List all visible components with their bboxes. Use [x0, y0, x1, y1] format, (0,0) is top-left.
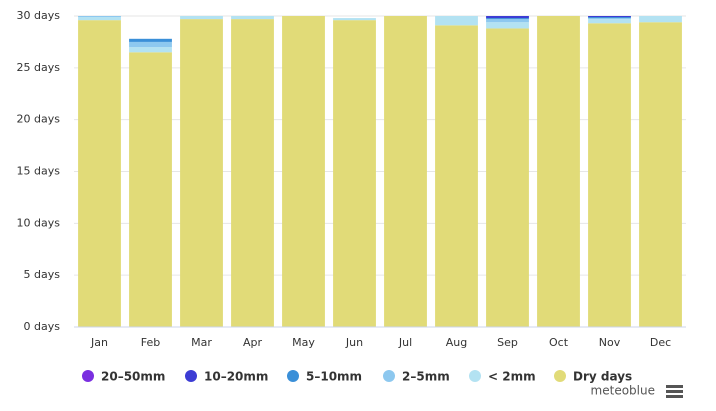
legend-marker[interactable]	[554, 370, 566, 382]
bar-segment	[639, 16, 682, 23]
menu-line	[666, 390, 683, 393]
bar-segment	[333, 18, 376, 21]
legend-marker[interactable]	[383, 370, 395, 382]
bar-segment	[588, 18, 631, 20]
y-tick-label: 20 days	[17, 113, 61, 126]
bar-segment	[384, 16, 427, 327]
bar-segment	[486, 16, 529, 19]
legend-marker[interactable]	[185, 370, 197, 382]
bar-segment	[129, 52, 172, 328]
bar-segment	[129, 47, 172, 53]
legend-label[interactable]: Dry days	[573, 370, 632, 384]
bar-segment	[588, 23, 631, 328]
x-tick-label: Nov	[599, 336, 621, 349]
legend-marker[interactable]	[469, 370, 481, 382]
menu-button[interactable]	[666, 385, 683, 398]
bar-segment	[231, 19, 274, 328]
legend-marker[interactable]	[82, 370, 94, 382]
x-tick-label: Jan	[90, 336, 108, 349]
y-tick-label: 30 days	[17, 9, 61, 22]
legend-label[interactable]: < 2mm	[488, 370, 536, 384]
x-tick-label: Sep	[497, 336, 518, 349]
menu-line	[666, 385, 683, 388]
x-tick-label: Mar	[191, 336, 212, 349]
bar-segment	[486, 18, 529, 20]
x-tick-label: Jul	[398, 336, 412, 349]
legend-label[interactable]: 10–20mm	[204, 370, 268, 384]
bar-segment	[588, 17, 631, 19]
x-tick-label: Dec	[650, 336, 671, 349]
x-tick-label: Apr	[243, 336, 263, 349]
x-tick-label: May	[292, 336, 315, 349]
menu-line	[666, 395, 683, 398]
bar-segment	[180, 16, 223, 20]
bar-segment	[486, 22, 529, 29]
legend-label[interactable]: 2–5mm	[402, 370, 450, 384]
bar-segment	[537, 16, 580, 327]
x-tick-label: Oct	[549, 336, 569, 349]
bar-segment	[231, 16, 274, 20]
bar-segment	[435, 25, 478, 328]
y-tick-label: 5 days	[24, 268, 61, 281]
legend-label[interactable]: 20–50mm	[101, 370, 165, 384]
bar-segment	[639, 22, 682, 327]
bar-segment	[78, 20, 121, 327]
bar-segment	[78, 17, 121, 21]
bar-segment	[486, 28, 529, 327]
bar-segment	[435, 16, 478, 26]
y-tick-label: 10 days	[17, 216, 61, 229]
y-tick-label: 25 days	[17, 61, 61, 74]
y-tick-label: 0 days	[24, 320, 61, 333]
bar-segment	[78, 16, 121, 18]
bar-segment	[180, 19, 223, 328]
bar-segment	[588, 16, 631, 18]
x-tick-label: Feb	[141, 336, 160, 349]
legend-label[interactable]: 5–10mm	[306, 370, 362, 384]
bar-segment	[129, 38, 172, 42]
bar-segment	[588, 19, 631, 24]
legend-marker[interactable]	[287, 370, 299, 382]
x-tick-label: Aug	[446, 336, 467, 349]
x-tick-label: Jun	[345, 336, 363, 349]
bar-segment	[333, 20, 376, 327]
bar-segment	[282, 16, 325, 327]
y-tick-label: 15 days	[17, 165, 61, 178]
bar-segment	[129, 41, 172, 48]
bar-segment	[486, 19, 529, 23]
credit: meteoblue	[591, 384, 655, 398]
